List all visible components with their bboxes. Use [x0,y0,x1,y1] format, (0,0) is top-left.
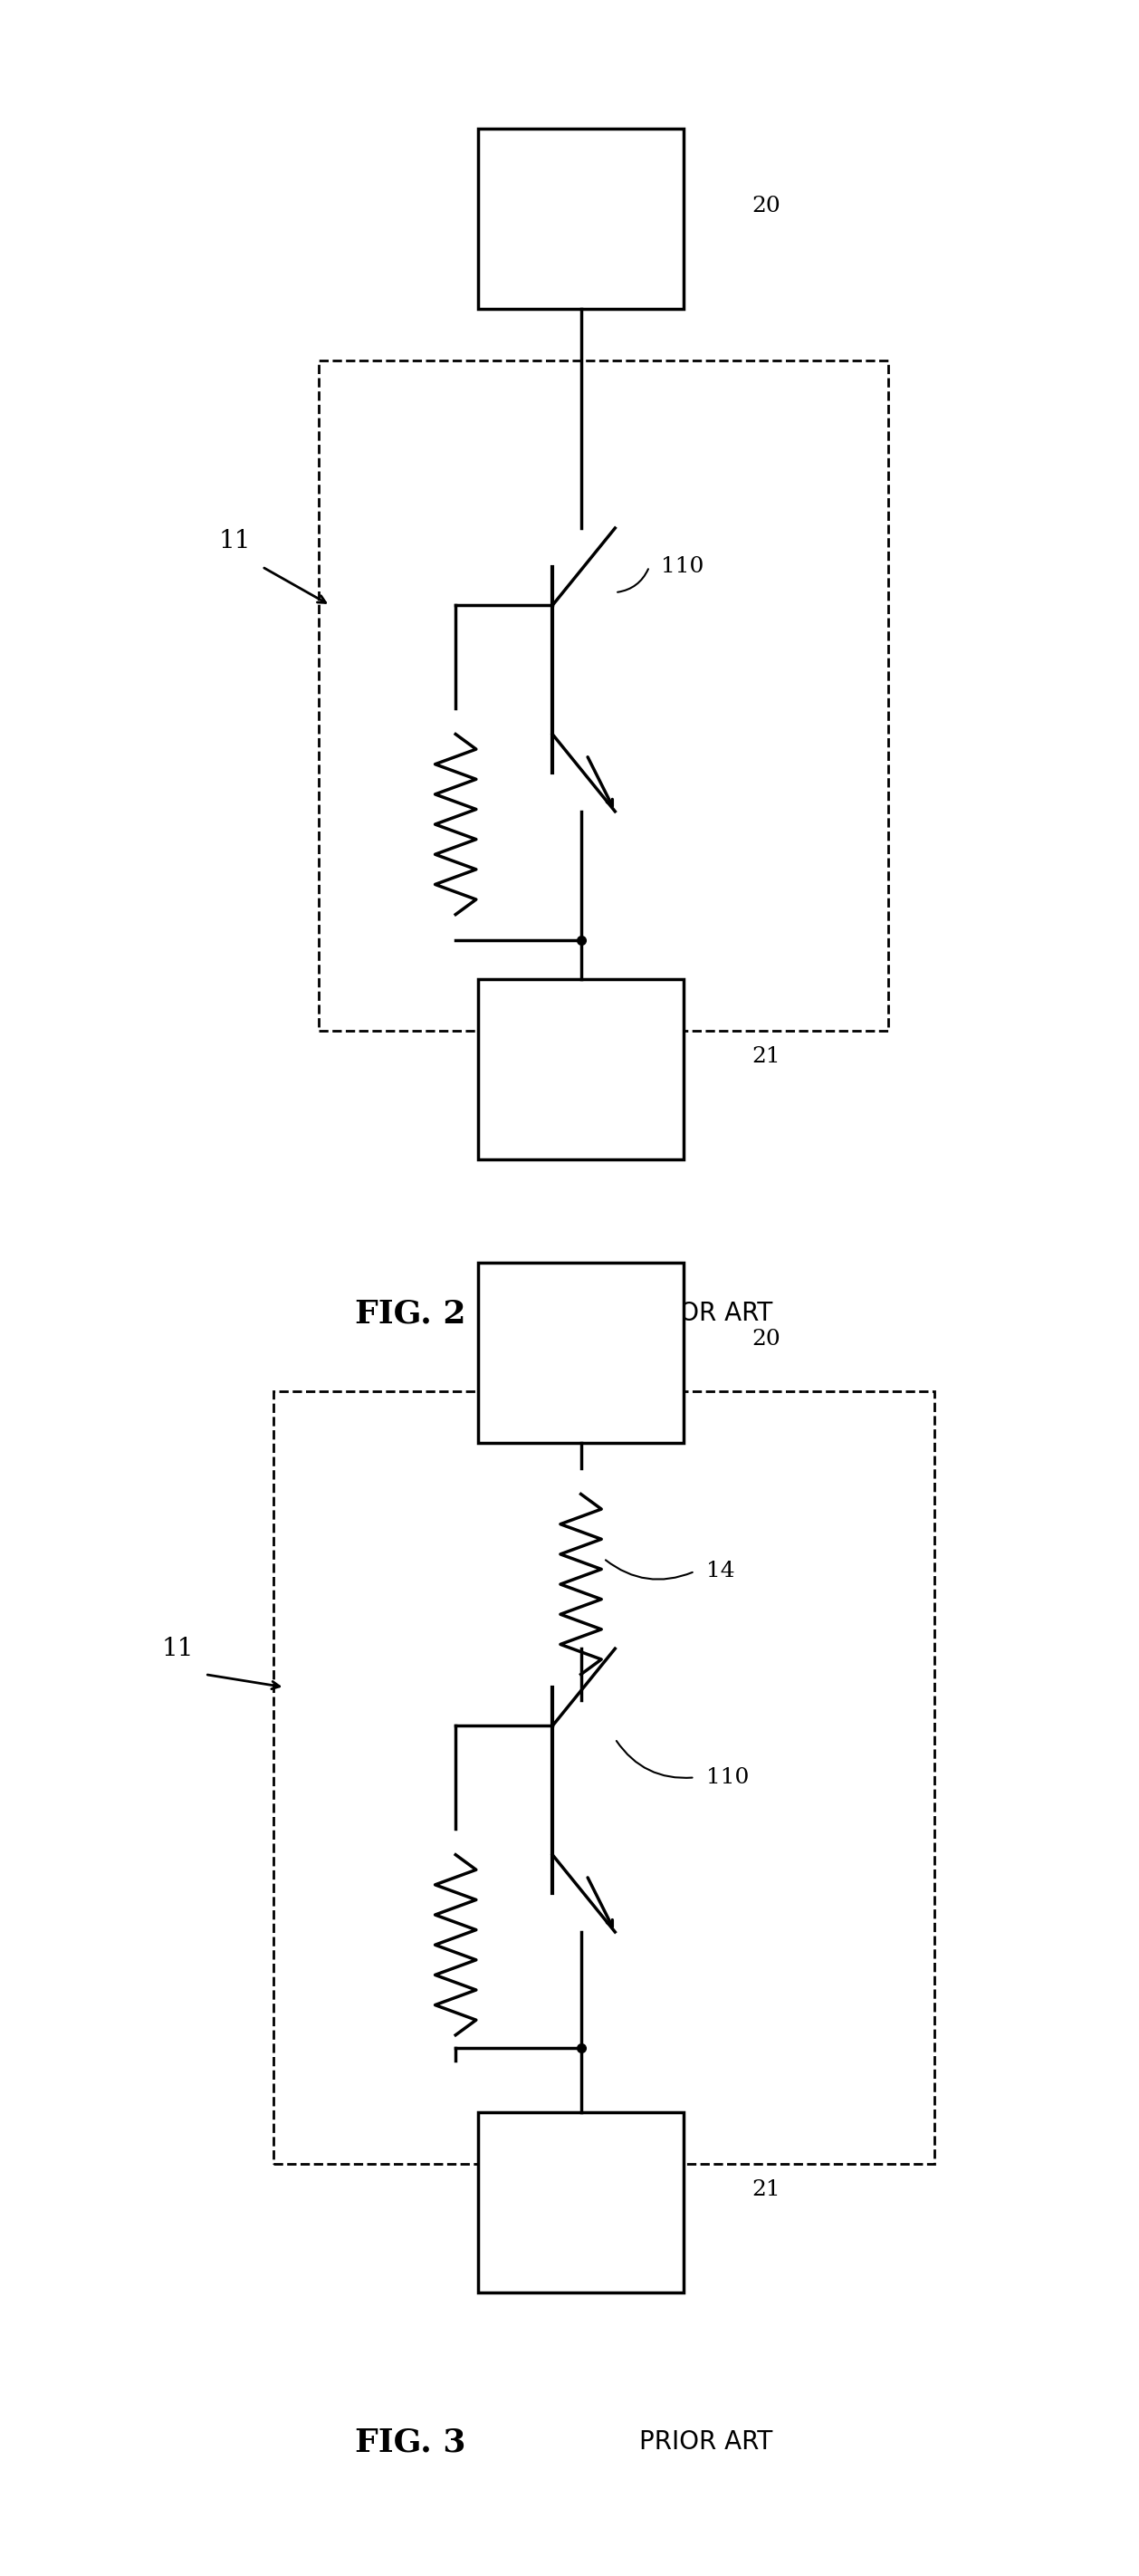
Text: 21: 21 [752,2179,780,2200]
Text: FIG. 3: FIG. 3 [354,2427,466,2458]
Bar [478,2112,683,2293]
Text: PRIOR ART: PRIOR ART [639,1301,773,1327]
Bar [273,1391,934,2164]
Text: PRIOR ART: PRIOR ART [639,2429,773,2455]
Text: FIG. 2: FIG. 2 [354,1298,466,1329]
Text: 11: 11 [162,1636,194,1662]
Text: 14: 14 [706,1561,735,1582]
Text: 110: 110 [661,556,704,577]
Text: 110: 110 [706,1767,749,1788]
Bar [478,1262,683,1443]
Bar [319,361,888,1030]
Text: 20: 20 [752,1329,780,1350]
Text: 20: 20 [752,196,780,216]
Bar [478,979,683,1159]
Text: 11: 11 [219,528,251,554]
Bar [478,129,683,309]
Text: 21: 21 [752,1046,780,1066]
